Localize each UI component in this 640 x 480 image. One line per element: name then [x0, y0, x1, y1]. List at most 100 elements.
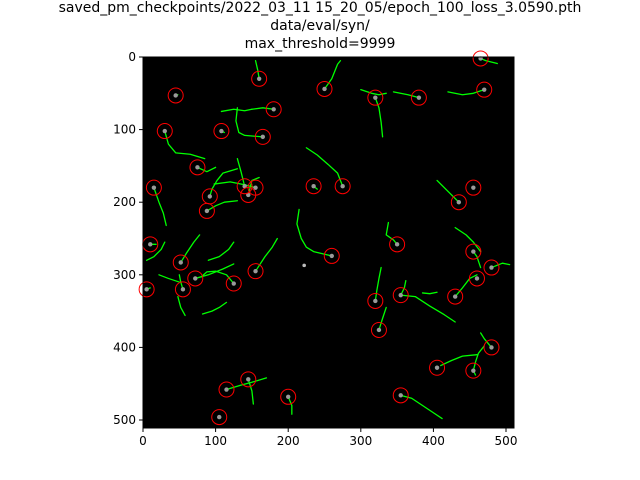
- track-6: [392, 91, 420, 99]
- track-53: [287, 396, 293, 415]
- detection-circle-5: [410, 89, 427, 106]
- isolated-point-0: [302, 263, 306, 268]
- detection-dot-42: [224, 387, 229, 392]
- detection-circle-0: [472, 50, 489, 67]
- detection-circle-21: [450, 194, 467, 211]
- detection-dot-30: [231, 281, 236, 286]
- y-tick-label-4: 400: [113, 340, 136, 354]
- track-8: [251, 107, 275, 110]
- track-5: [360, 89, 387, 96]
- track-32: [490, 262, 511, 269]
- detection-circle-41: [240, 371, 257, 388]
- detection-dot-19: [340, 184, 345, 189]
- detection-dot-10: [260, 134, 265, 140]
- detection-circle-15: [240, 186, 257, 203]
- detection-circle-6: [476, 81, 493, 98]
- track-33: [254, 237, 278, 272]
- detection-circle-19: [334, 178, 351, 195]
- track-45: [454, 274, 478, 298]
- track-3: [323, 59, 342, 90]
- track-49: [472, 345, 485, 372]
- detection-dot-44: [398, 393, 403, 398]
- x-tick-label-3: 300: [349, 434, 372, 448]
- track-25: [145, 241, 166, 261]
- detection-dot-40: [471, 368, 476, 373]
- detection-dot-17: [204, 208, 210, 214]
- detection-dot-14: [242, 184, 247, 189]
- detection-circle-34: [392, 287, 409, 304]
- track-1: [254, 59, 260, 80]
- detection-circle-9: [213, 123, 230, 140]
- detection-dot-5: [416, 95, 422, 100]
- detection-dot-23: [178, 260, 183, 265]
- detection-circle-10: [254, 128, 271, 145]
- detection-circle-11: [145, 179, 162, 196]
- x-tick-label-4: 400: [422, 434, 445, 448]
- detection-circle-38: [483, 339, 500, 356]
- detection-dot-41: [246, 377, 251, 382]
- detection-dot-16: [207, 194, 212, 199]
- detection-dot-31: [144, 287, 149, 292]
- detection-dot-21: [456, 200, 462, 205]
- detection-circle-43: [280, 388, 297, 405]
- track-14: [196, 166, 217, 173]
- detection-dot-2: [173, 93, 178, 98]
- detection-dot-34: [398, 292, 403, 298]
- detection-circle-3: [316, 80, 333, 97]
- track-10: [235, 107, 264, 138]
- detection-circle-26: [483, 259, 500, 276]
- detection-circle-1: [251, 70, 268, 87]
- detection-circle-14: [236, 178, 253, 195]
- figure-title-line-1: saved_pm_checkpoints/2022_03_11 15_20_05…: [58, 0, 582, 16]
- detection-circle-17: [198, 202, 215, 219]
- detection-circle-2: [167, 87, 184, 104]
- detection-dot-13: [253, 185, 258, 190]
- detection-circle-27: [323, 247, 340, 264]
- track-9: [220, 108, 253, 113]
- detection-circle-36: [447, 288, 464, 305]
- detection-circle-42: [218, 381, 235, 398]
- detection-circle-4: [367, 89, 384, 106]
- detection-circle-31: [138, 281, 155, 298]
- detection-dot-24: [394, 242, 400, 247]
- detection-circle-32: [174, 281, 191, 298]
- track-41: [400, 294, 456, 323]
- track-12: [164, 130, 206, 160]
- detection-dot-3: [322, 86, 327, 92]
- detection-circle-23: [172, 254, 189, 271]
- track-46: [378, 306, 387, 331]
- track-4: [374, 97, 384, 138]
- detection-circle-39: [429, 359, 446, 376]
- detection-circle-45: [211, 409, 228, 426]
- detection-dot-36: [452, 294, 458, 299]
- detection-circle-30: [225, 275, 242, 292]
- axes-frame: [142, 56, 515, 429]
- detection-circle-25: [465, 243, 482, 260]
- detection-dot-45: [217, 414, 222, 420]
- detection-dot-37: [376, 327, 382, 333]
- track-48: [479, 332, 493, 349]
- detection-circle-7: [265, 101, 282, 118]
- detection-dot-7: [271, 107, 276, 112]
- detection-dot-22: [148, 242, 153, 247]
- track-23: [436, 179, 460, 203]
- detection-circle-12: [189, 159, 206, 176]
- detection-circle-35: [367, 292, 384, 309]
- detection-circle-18: [305, 178, 322, 195]
- x-tick-label-0: 0: [139, 434, 147, 448]
- detection-dot-27: [329, 253, 334, 259]
- x-tick-label-5: 500: [495, 434, 518, 448]
- track-27: [158, 274, 180, 283]
- detection-dot-20: [471, 185, 476, 190]
- track-39: [201, 301, 228, 315]
- detection-circle-28: [247, 263, 264, 280]
- x-tick-label-2: 200: [277, 434, 300, 448]
- detection-dot-9: [219, 128, 224, 134]
- y-tick-label-3: 300: [113, 268, 136, 282]
- detection-dot-33: [474, 276, 480, 281]
- y-tick-label-5: 500: [113, 413, 136, 427]
- track-42: [421, 291, 438, 295]
- track-30: [454, 226, 482, 253]
- figure-title-line-2: data/eval/syn/: [270, 18, 370, 34]
